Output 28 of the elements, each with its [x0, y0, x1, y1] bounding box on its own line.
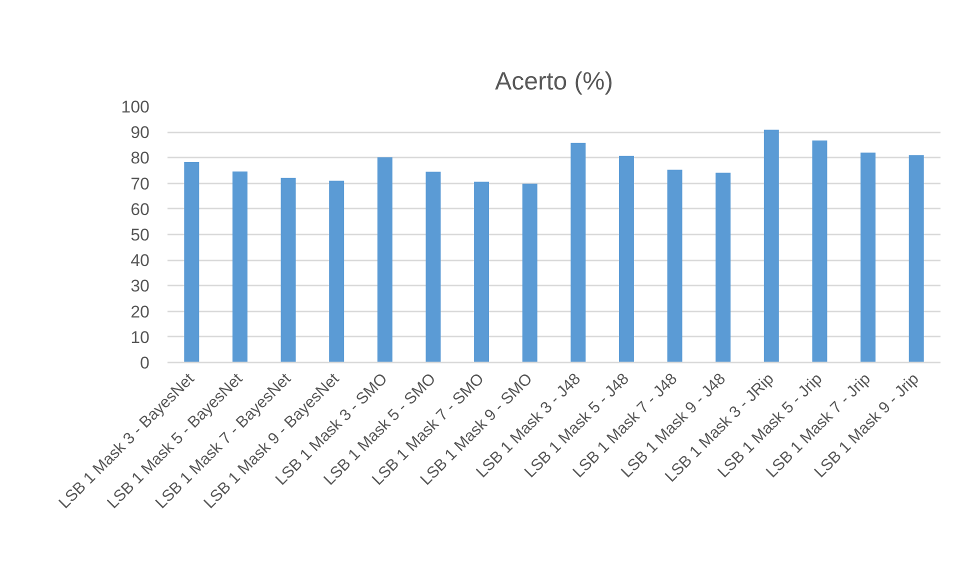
bar: [908, 155, 924, 362]
y-tick-label: 90: [130, 123, 150, 142]
y-tick-label: 70: [130, 174, 150, 194]
chart-title: Acerto (%): [494, 68, 614, 96]
bar: [426, 172, 441, 362]
y-tick-label: 50: [130, 226, 150, 244]
bar: [329, 180, 344, 362]
y-tick-label: 20: [130, 302, 150, 322]
y-tick-label: 80: [130, 148, 150, 168]
y-tick-label: 40: [130, 251, 150, 270]
bar: [716, 172, 731, 362]
y-tick-label: 60: [130, 200, 150, 219]
bar: [812, 140, 828, 362]
bar: [764, 130, 779, 362]
y-tick-label: 100: [121, 98, 150, 116]
bar: [522, 184, 538, 362]
bar: [667, 170, 682, 362]
y-tick-label: 10: [130, 328, 150, 347]
bar: [474, 182, 490, 362]
y-tick-label: 0: [140, 354, 150, 372]
bar: [570, 142, 586, 362]
bar: [184, 162, 200, 362]
bar: [280, 178, 296, 362]
bar: [860, 152, 876, 362]
bar: [377, 157, 392, 362]
y-tick-label: 30: [130, 276, 150, 296]
bar: [618, 156, 634, 362]
bar: [232, 172, 248, 362]
